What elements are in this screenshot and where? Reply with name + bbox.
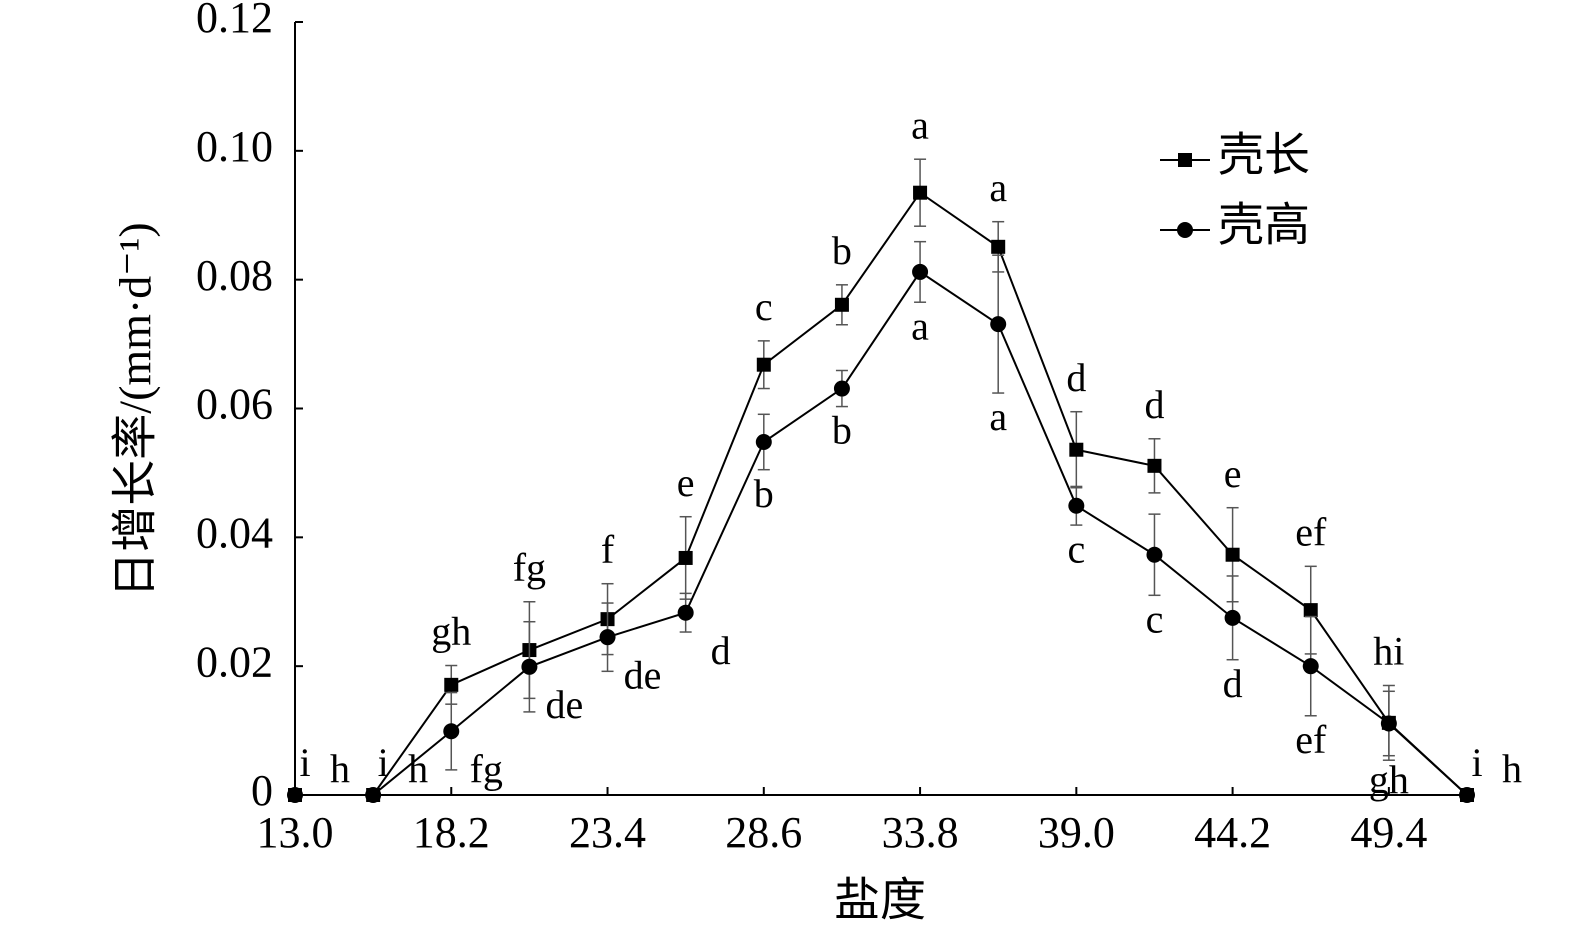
y-tick-label: 0 bbox=[251, 766, 273, 815]
marker bbox=[678, 550, 693, 565]
marker bbox=[443, 723, 460, 740]
point-label: c bbox=[755, 284, 773, 329]
point-label: d bbox=[1066, 355, 1086, 400]
legend-marker bbox=[1177, 222, 1193, 238]
point-label: h bbox=[330, 746, 350, 791]
marker bbox=[990, 316, 1007, 333]
y-tick-label: 0.02 bbox=[196, 637, 273, 686]
marker bbox=[365, 787, 382, 803]
marker bbox=[1302, 658, 1319, 675]
point-label: d bbox=[1223, 661, 1243, 706]
x-tick-label: 13.0 bbox=[257, 808, 334, 857]
legend-label: 壳长 bbox=[1218, 130, 1310, 181]
marker bbox=[1303, 603, 1318, 618]
marker bbox=[1224, 609, 1241, 626]
marker bbox=[1380, 715, 1397, 732]
legend-label: 壳高 bbox=[1218, 200, 1310, 251]
y-tick-label: 0.10 bbox=[196, 122, 273, 171]
x-axis-label: 盐度 bbox=[834, 875, 926, 926]
point-label: f bbox=[601, 527, 615, 572]
series-line bbox=[295, 270, 1468, 796]
point-label: de bbox=[624, 652, 662, 697]
point-label: d bbox=[711, 628, 731, 673]
marker bbox=[991, 239, 1006, 254]
x-tick-label: 39.0 bbox=[1038, 808, 1115, 857]
marker bbox=[1225, 547, 1240, 562]
x-tick-label: 23.4 bbox=[569, 808, 646, 857]
point-label: c bbox=[1146, 596, 1164, 641]
point-label: fg bbox=[470, 746, 503, 791]
marker bbox=[521, 658, 538, 675]
point-label: i bbox=[299, 740, 310, 785]
point-label: i bbox=[1471, 740, 1482, 785]
point-label: gh bbox=[1369, 757, 1409, 802]
point-label: fg bbox=[513, 545, 546, 590]
point-label: b bbox=[832, 228, 852, 273]
point-label: d bbox=[1144, 382, 1164, 427]
marker bbox=[912, 263, 929, 280]
point-label: i bbox=[378, 740, 389, 785]
point-label: ef bbox=[1295, 717, 1327, 762]
x-tick-label: 49.4 bbox=[1350, 808, 1427, 857]
marker bbox=[834, 297, 849, 312]
point-label: e bbox=[1224, 451, 1242, 496]
marker bbox=[444, 677, 459, 692]
point-label: c bbox=[1067, 526, 1085, 571]
point-label: e bbox=[677, 460, 695, 505]
marker bbox=[755, 433, 772, 450]
point-label: hi bbox=[1373, 629, 1404, 674]
marker bbox=[1147, 458, 1162, 473]
marker bbox=[677, 604, 694, 621]
point-label: a bbox=[989, 165, 1007, 210]
point-label: ef bbox=[1295, 509, 1327, 554]
point-label: a bbox=[911, 303, 929, 348]
point-label: gh bbox=[431, 609, 471, 654]
marker bbox=[599, 629, 616, 646]
point-label: b bbox=[832, 408, 852, 453]
x-tick-label: 28.6 bbox=[725, 808, 802, 857]
point-label: a bbox=[911, 102, 929, 147]
x-tick-label: 18.2 bbox=[413, 808, 490, 857]
x-tick-label: 33.8 bbox=[882, 808, 959, 857]
y-axis-label: 日增长率/(mm·d⁻¹) bbox=[110, 222, 161, 597]
point-label: h bbox=[1502, 746, 1522, 791]
marker bbox=[913, 185, 928, 200]
point-label: a bbox=[989, 394, 1007, 439]
marker bbox=[1146, 546, 1163, 563]
marker bbox=[1068, 497, 1085, 514]
y-tick-label: 0.08 bbox=[196, 251, 273, 300]
point-label: de bbox=[546, 682, 584, 727]
marker bbox=[833, 380, 850, 397]
y-tick-label: 0.06 bbox=[196, 380, 273, 429]
y-tick-label: 0.12 bbox=[196, 0, 273, 42]
marker bbox=[287, 787, 303, 803]
marker bbox=[756, 357, 771, 372]
x-tick-label: 44.2 bbox=[1194, 808, 1271, 857]
legend-marker bbox=[1178, 153, 1192, 167]
series-line bbox=[295, 191, 1468, 796]
point-label: h bbox=[408, 746, 428, 791]
marker bbox=[1069, 442, 1084, 457]
point-label: b bbox=[754, 471, 774, 516]
y-tick-label: 0.04 bbox=[196, 508, 273, 557]
marker bbox=[1459, 787, 1475, 803]
